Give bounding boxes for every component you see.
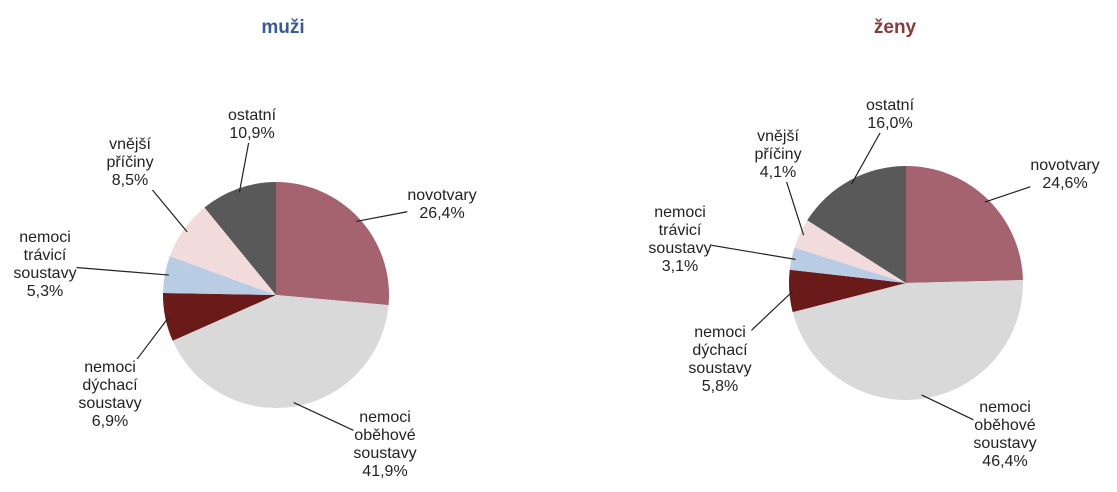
slice-label: vnější příčiny 8,5% bbox=[106, 136, 154, 190]
pie-slice bbox=[789, 269, 906, 313]
chart-title: muži bbox=[261, 17, 305, 38]
category-label: nemoci dýchací soustavy bbox=[688, 324, 752, 377]
value-label: 8,5% bbox=[111, 172, 149, 189]
slice-label: ostatní 10,9% bbox=[227, 107, 277, 143]
value-label: 46,4% bbox=[982, 453, 1028, 470]
category-label: ostatní bbox=[865, 97, 915, 114]
slice-label: novotvary 26,4% bbox=[407, 187, 477, 223]
slice-label: vnější příčiny 4,1% bbox=[754, 128, 802, 182]
slice-label: ostatní 16,0% bbox=[865, 97, 915, 133]
category-label: vnější příčiny bbox=[754, 128, 802, 163]
slice-label: nemoci oběhové soustavy 46,4% bbox=[973, 399, 1037, 471]
slice-label: novotvary 24,6% bbox=[1030, 157, 1100, 193]
pie-slice bbox=[792, 280, 1024, 401]
value-label: 5,8% bbox=[701, 378, 739, 395]
slice-label: nemoci trávicí soustavy 5,3% bbox=[13, 229, 77, 301]
value-label: 5,3% bbox=[26, 283, 64, 300]
pie-slice bbox=[906, 166, 1023, 283]
pie-slice bbox=[789, 247, 906, 283]
category-label: novotvary bbox=[407, 187, 477, 204]
pie-slice bbox=[204, 182, 276, 295]
pie-slice bbox=[163, 293, 276, 341]
value-label: 6,9% bbox=[91, 413, 129, 430]
pie-slice bbox=[794, 220, 906, 283]
value-label: 24,6% bbox=[1042, 175, 1088, 192]
category-label: ostatní bbox=[227, 107, 277, 124]
value-label: 3,1% bbox=[661, 258, 699, 275]
category-label: nemoci trávicí soustavy bbox=[13, 229, 77, 282]
value-label: 26,4% bbox=[419, 205, 465, 222]
pie-slice bbox=[172, 295, 389, 408]
pie-slice bbox=[807, 166, 906, 283]
category-label: vnější příčiny bbox=[106, 136, 154, 171]
slice-label: nemoci dýchací soustavy 5,8% bbox=[688, 324, 752, 396]
category-label: nemoci oběhové soustavy bbox=[973, 399, 1037, 452]
category-label: novotvary bbox=[1030, 157, 1100, 174]
slice-label: nemoci trávicí soustavy 3,1% bbox=[648, 204, 712, 276]
category-label: nemoci trávicí soustavy bbox=[648, 204, 712, 257]
pie-slice bbox=[169, 207, 276, 295]
category-label: nemoci oběhové soustavy bbox=[353, 409, 417, 462]
value-label: 16,0% bbox=[867, 115, 913, 132]
pie-slice bbox=[163, 256, 276, 295]
slice-label: nemoci dýchací soustavy 6,9% bbox=[78, 359, 142, 431]
value-label: 10,9% bbox=[229, 125, 275, 142]
slice-label: nemoci oběhové soustavy 41,9% bbox=[353, 409, 417, 481]
pie-slice bbox=[276, 182, 389, 306]
category-label: nemoci dýchací soustavy bbox=[78, 359, 142, 412]
value-label: 4,1% bbox=[759, 164, 797, 181]
value-label: 41,9% bbox=[362, 463, 408, 480]
chart-title: ženy bbox=[873, 17, 917, 38]
